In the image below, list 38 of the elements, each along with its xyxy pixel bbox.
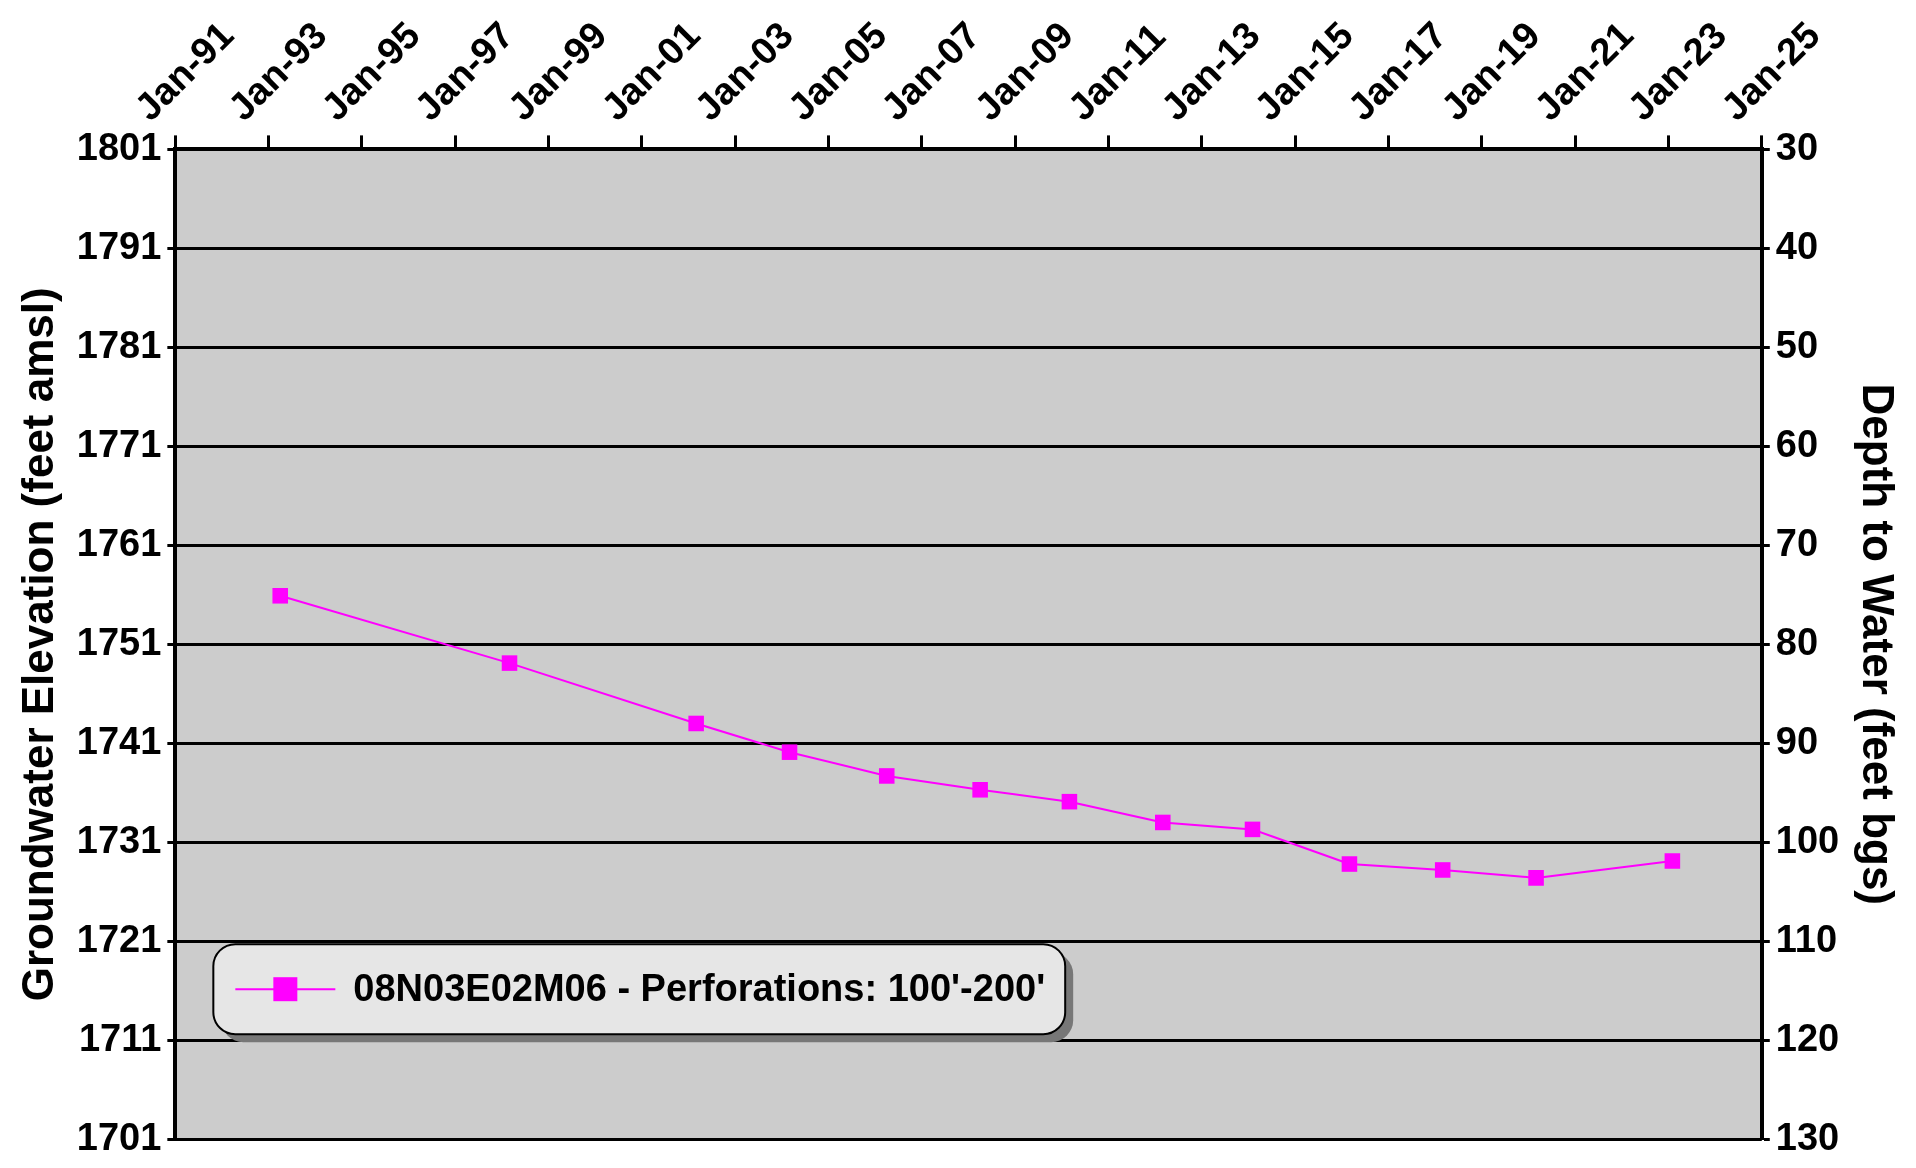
point — [972, 782, 988, 798]
y2-tick-label: 30 — [1775, 125, 1819, 168]
point — [272, 588, 288, 604]
point — [878, 768, 895, 784]
y-tick-label: 1761 — [76, 521, 162, 564]
point — [1664, 853, 1681, 869]
point — [1061, 793, 1078, 810]
y2-tick-label: 100 — [1775, 818, 1840, 861]
y2-tick-label: 120 — [1775, 1016, 1840, 1059]
y-tick-label: 1711 — [78, 1016, 162, 1059]
y2-tick-label: 40 — [1775, 224, 1819, 267]
y-tick-label: 1701 — [76, 1115, 162, 1158]
y-tick-label: 1771 — [76, 422, 162, 465]
point — [1434, 862, 1451, 878]
y2-tick-label: 80 — [1775, 620, 1819, 663]
y-tick-label: 1781 — [76, 323, 162, 366]
y-tick-label: 1721 — [76, 917, 162, 960]
y-tick-label: 1801 — [76, 125, 162, 168]
point — [688, 715, 704, 732]
y2-tick-label: 90 — [1775, 719, 1819, 762]
y2-tick-label: 70 — [1775, 521, 1819, 564]
y2-axis-title: Depth to Water (feet bgs) — [1854, 383, 1904, 906]
point — [501, 655, 518, 671]
y2-tick-label: 130 — [1775, 1115, 1840, 1158]
point — [1155, 814, 1171, 831]
y-axis-title: Groundwater Elevation (feet amsl) — [12, 287, 62, 1002]
y-tick-label: 1751 — [76, 620, 162, 663]
point — [781, 744, 798, 760]
y2-tick-label: 110 — [1775, 917, 1838, 960]
y2-tick-label: 50 — [1775, 323, 1819, 366]
legend-label: 08N03E02M06 - Perforations: 100'-200' — [353, 966, 1046, 1009]
point — [1244, 821, 1261, 838]
point — [1341, 856, 1358, 872]
y-tick-label: 1741 — [76, 719, 162, 762]
y-tick-label: 1731 — [76, 818, 162, 861]
point — [1528, 870, 1544, 886]
y2-tick-label: 60 — [1775, 422, 1819, 465]
y-tick-label: 1791 — [76, 224, 162, 267]
